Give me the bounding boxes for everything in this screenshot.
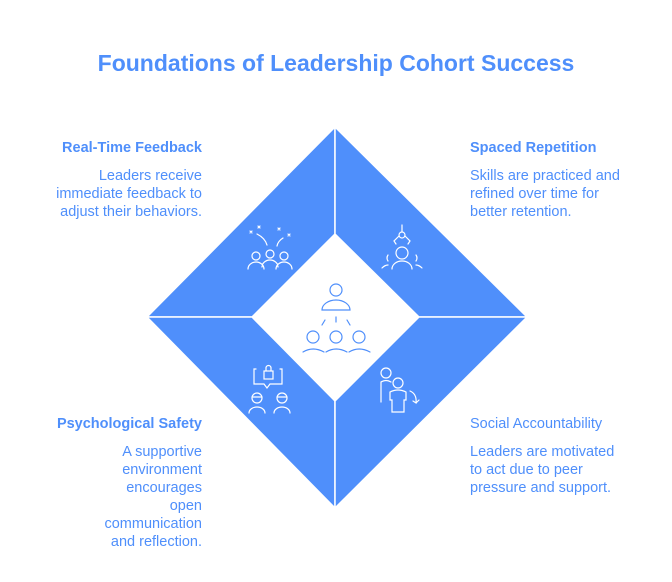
person-with-robotic-arm-icon [381,224,423,270]
peer-support-icon [380,367,420,413]
quadrant-text: Skills are practiced and refined over ti… [470,168,620,220]
quadrant-title: Real-Time Feedback [62,140,202,156]
quadrant-text: A supportive environment encourages open… [104,444,202,550]
page-title: Foundations of Leadership Cohort Success [97,50,575,76]
celebrating-group-icon [247,225,293,270]
social-accountability-block: Social Accountability Leaders are motiva… [470,415,630,497]
real-time-feedback-block: Real-Time Feedback Leaders receive immed… [32,139,202,221]
quadrant-title: Spaced Repetition [470,140,597,156]
quadrant-text: Leaders receive immediate feedback to ad… [56,168,202,220]
quadrant-title: Psychological Safety [56,416,202,432]
psychological-safety-block: Psychological Safety A supportive enviro… [32,415,202,551]
quadrant-title: Social Accountability [470,416,603,432]
quadrant-text: Leaders are motivated to act due to peer… [470,444,615,496]
spaced-repetition-block: Spaced Repetition Skills are practiced a… [470,139,635,221]
lock-chat-icon [248,364,291,414]
leader-team-icon [302,283,371,353]
quadrant-social-accountability [334,316,529,510]
